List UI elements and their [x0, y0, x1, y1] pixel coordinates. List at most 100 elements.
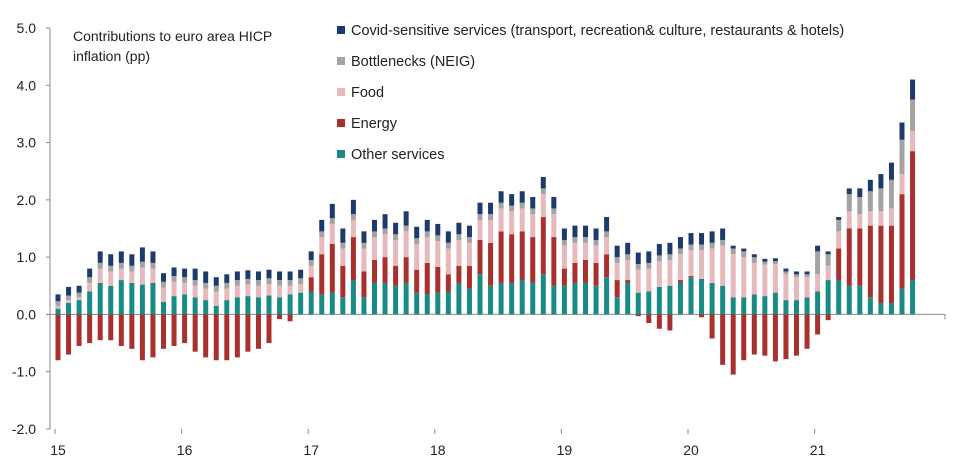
bar-segment	[836, 280, 842, 315]
bar-segment	[150, 314, 156, 358]
bar-segment	[572, 225, 578, 238]
bar-segment	[266, 284, 272, 296]
legend-label: Energy	[351, 116, 398, 132]
bar-segment	[593, 245, 599, 263]
bar-segment	[66, 295, 72, 301]
bar-segment	[456, 234, 462, 240]
bar-segment	[614, 297, 620, 315]
bar-segment	[910, 151, 916, 281]
bar-segment	[424, 231, 430, 238]
bar-segment	[846, 194, 852, 212]
bar-segment	[667, 242, 673, 255]
bar-segment	[910, 79, 916, 100]
bar-segment	[66, 286, 72, 296]
bar-segment	[815, 291, 821, 315]
bar-segment	[488, 202, 494, 215]
bar-segment	[382, 257, 388, 283]
bar-segment	[139, 247, 145, 262]
bar-segment	[266, 269, 272, 279]
bar-segment	[720, 285, 726, 315]
bar-segment	[266, 295, 272, 315]
bar-segment	[867, 211, 873, 226]
bar-segment	[171, 296, 177, 315]
bar-segment	[804, 297, 810, 315]
bar-segment	[182, 294, 188, 315]
bar-segment	[108, 254, 114, 266]
bar-segment	[382, 214, 388, 229]
bar-segment	[224, 282, 230, 289]
bar-segment	[55, 314, 61, 361]
bar-segment	[846, 228, 852, 286]
bar-segment	[255, 271, 261, 281]
bar-segment	[319, 237, 325, 255]
bar-segment	[762, 261, 768, 265]
bar-segment	[551, 208, 557, 215]
bar-segment	[857, 214, 863, 229]
bar-segment	[656, 243, 662, 256]
bar-segment	[129, 314, 135, 349]
bar-segment	[646, 262, 652, 269]
bar-segment	[213, 305, 219, 315]
bar-segment	[108, 271, 114, 286]
bar-segment	[382, 234, 388, 258]
bar-segment	[234, 297, 240, 315]
bar-segment	[888, 208, 894, 226]
bar-segment	[551, 237, 557, 286]
bar-segment	[129, 271, 135, 283]
bar-segment	[488, 242, 494, 286]
bar-segment	[340, 265, 346, 298]
bar-segment	[139, 284, 145, 315]
bar-segment	[466, 265, 472, 289]
bar-segment	[350, 237, 356, 281]
bar-segment	[572, 242, 578, 263]
bar-segment	[171, 267, 177, 277]
bar-segment	[203, 271, 209, 283]
bar-segment	[350, 214, 356, 220]
bar-segment	[182, 268, 188, 278]
bar-segment	[519, 208, 525, 232]
bar-segment	[656, 314, 662, 329]
bar-segment	[224, 300, 230, 315]
bar-segment	[772, 264, 778, 293]
bar-segment	[255, 280, 261, 286]
bar-segment	[635, 264, 641, 270]
bar-segment	[108, 285, 114, 315]
bar-segment	[393, 285, 399, 315]
bar-segment	[424, 262, 430, 295]
bar-segment	[699, 244, 705, 251]
bar-segment	[76, 292, 82, 298]
bar-segment	[878, 225, 884, 303]
bar-segment	[899, 139, 905, 175]
bar-segment	[435, 266, 441, 293]
bar-segment	[171, 314, 177, 346]
x-tick-label: 18	[430, 442, 446, 458]
bar-segment	[540, 176, 546, 189]
bar-segment	[308, 251, 314, 260]
bar-segment	[783, 271, 789, 275]
bar-segment	[635, 292, 641, 315]
bar-segment	[762, 258, 768, 262]
bar-segment	[614, 280, 620, 298]
bar-segment	[234, 271, 240, 281]
chart-title-line-1: Contributions to euro area HICP	[73, 28, 272, 44]
legend: Covid-sensitive services (transport, rec…	[337, 23, 844, 163]
bar-segment	[857, 196, 863, 215]
bar-segment	[688, 244, 694, 251]
bar-segment	[234, 314, 240, 358]
bar-segment	[435, 292, 441, 315]
bar-segment	[393, 234, 399, 240]
bar-segment	[456, 265, 462, 283]
bar-segment	[804, 274, 810, 278]
bar-segment	[424, 294, 430, 315]
bar-segment	[477, 219, 483, 240]
bar-segment	[825, 251, 831, 255]
bar-segment	[646, 314, 652, 324]
bar-segment	[118, 268, 124, 281]
bar-segment	[783, 274, 789, 301]
bar-segment	[783, 268, 789, 272]
bar-segment	[867, 179, 873, 192]
bar-segment	[836, 219, 842, 232]
bar-segment	[530, 208, 536, 215]
bar-segment	[699, 250, 705, 279]
bar-segment	[403, 231, 409, 258]
